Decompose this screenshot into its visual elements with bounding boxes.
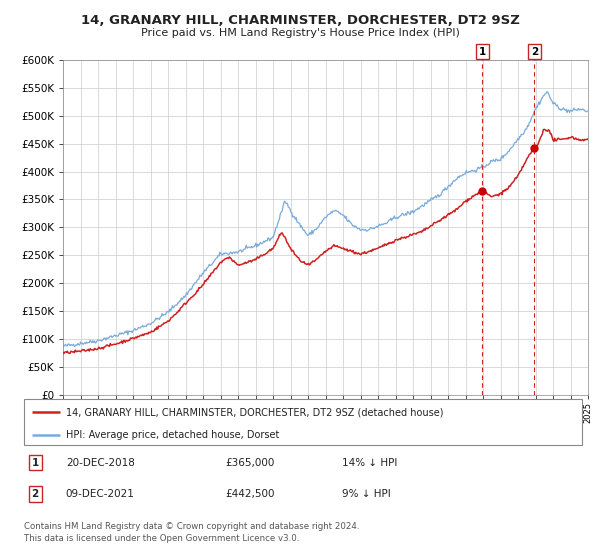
Text: 14, GRANARY HILL, CHARMINSTER, DORCHESTER, DT2 9SZ (detached house): 14, GRANARY HILL, CHARMINSTER, DORCHESTE… xyxy=(66,407,443,417)
Text: £442,500: £442,500 xyxy=(225,489,274,499)
Text: HPI: Average price, detached house, Dorset: HPI: Average price, detached house, Dors… xyxy=(66,430,279,440)
Text: 14% ↓ HPI: 14% ↓ HPI xyxy=(342,458,397,468)
Text: Contains HM Land Registry data © Crown copyright and database right 2024.
This d: Contains HM Land Registry data © Crown c… xyxy=(24,522,359,543)
Text: £365,000: £365,000 xyxy=(225,458,274,468)
Text: 14, GRANARY HILL, CHARMINSTER, DORCHESTER, DT2 9SZ: 14, GRANARY HILL, CHARMINSTER, DORCHESTE… xyxy=(80,14,520,27)
Text: 9% ↓ HPI: 9% ↓ HPI xyxy=(342,489,391,499)
Text: Price paid vs. HM Land Registry's House Price Index (HPI): Price paid vs. HM Land Registry's House … xyxy=(140,28,460,38)
Text: 2: 2 xyxy=(32,489,39,499)
FancyBboxPatch shape xyxy=(24,399,582,445)
Text: 2: 2 xyxy=(531,46,538,57)
Text: 1: 1 xyxy=(479,46,486,57)
Text: 1: 1 xyxy=(32,458,39,468)
Text: 20-DEC-2018: 20-DEC-2018 xyxy=(66,458,135,468)
Text: 09-DEC-2021: 09-DEC-2021 xyxy=(66,489,135,499)
